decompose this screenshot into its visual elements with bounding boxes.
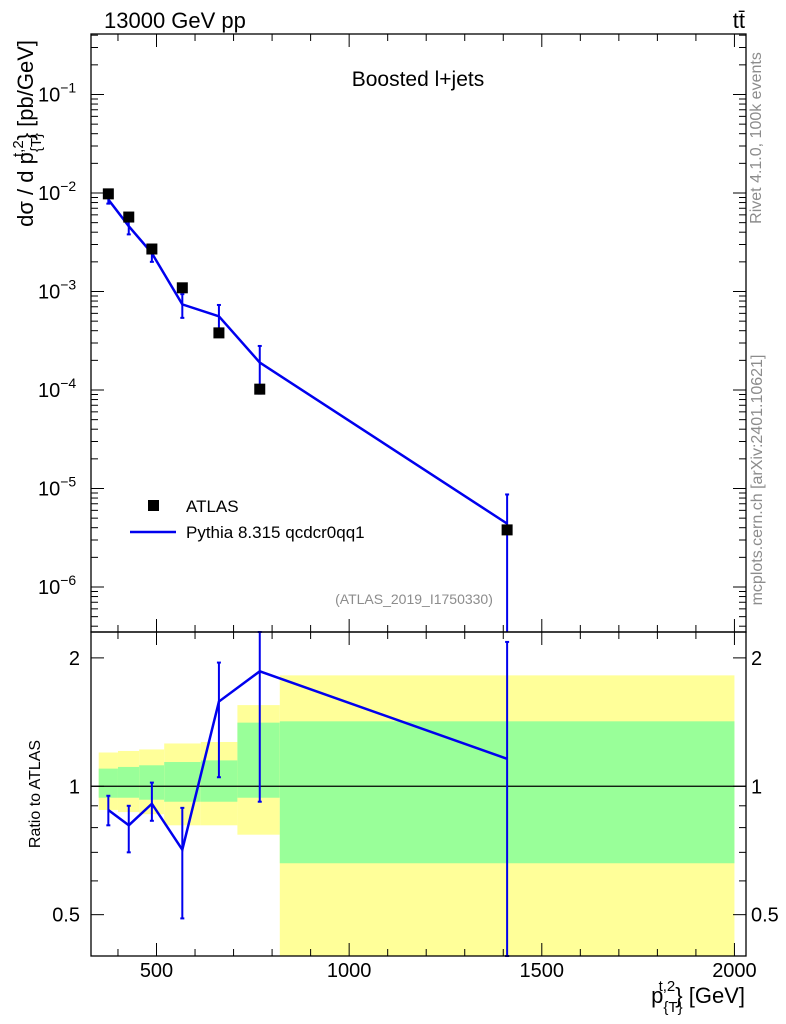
- x-tick-label: 1500: [520, 960, 565, 982]
- ratio-plot-frame: [90, 631, 747, 957]
- rivet-version-label: Rivet 4.1.0, 100k events: [748, 52, 765, 224]
- header-energy-label: 13000 GeV pp: [104, 8, 246, 33]
- x-axis-label: p{T}t,2} [GeV]: [651, 978, 745, 1016]
- legend: ATLAS Pythia 8.315 qcdcr0qq1: [130, 497, 365, 542]
- atlas-data-marker: [146, 243, 158, 255]
- main-y-tick-label: 10−1: [38, 80, 76, 107]
- ratio-inner-band: [98, 768, 118, 798]
- main-y-tick-label: 10−2: [38, 178, 76, 205]
- ratio-y-tick-label-right: 0.5: [751, 905, 779, 927]
- header-process-label: tt̄: [733, 8, 745, 33]
- ratio-y-axis-label: Ratio to ATLAS: [27, 740, 44, 848]
- ratio-plot-panel: 0.5 0.5 1 1 2 2 500 1000 1500 2000 Ratio to ATLAS…: [27, 631, 779, 1016]
- legend-atlas-marker: [148, 500, 159, 511]
- ratio-y-tick-label-right: 1: [751, 776, 762, 798]
- main-y-tick-label: 10−4: [38, 375, 76, 402]
- main-plot-frame: [90, 33, 747, 633]
- ratio-y-tick-label-right: 2: [751, 648, 762, 670]
- x-tick-label: 1000: [327, 960, 372, 982]
- atlas-data-marker: [254, 383, 266, 395]
- analysis-watermark: (ATLAS_2019_I1750330): [335, 591, 493, 607]
- pythia-prediction-line: [107, 198, 508, 525]
- main-plot-title: Boosted l+jets: [352, 68, 485, 91]
- mcplots-credit-label: mcplots.cern.ch [arXiv:2401.10621]: [749, 355, 766, 606]
- ratio-y-tick-label-left: 2: [69, 648, 80, 670]
- ratio-uncertainty-bands: [98, 675, 735, 956]
- main-y-tick-label: 10−5: [38, 474, 76, 501]
- main-y-tick-label: 10−6: [38, 572, 76, 599]
- legend-atlas-label: ATLAS: [186, 497, 239, 516]
- atlas-data-marker: [102, 188, 114, 200]
- ratio-tick-labels: 0.5 0.5 1 1 2 2 500 1000 1500 2000: [52, 648, 779, 982]
- ratio-inner-band: [237, 722, 280, 798]
- x-tick-label: 500: [140, 960, 173, 982]
- atlas-data-marker: [501, 524, 513, 536]
- main-y-tick-label: 10−3: [38, 277, 76, 304]
- ratio-axis-ticks: [91, 632, 746, 957]
- legend-pythia-label: Pythia 8.315 qcdcr0qq1: [186, 523, 365, 542]
- main-y-tick-labels: 10−1 10−2 10−3 10−4 10−5 10−6: [38, 80, 76, 600]
- ratio-y-tick-label-left: 1: [69, 776, 80, 798]
- x-tick-label: 2000: [712, 960, 757, 982]
- main-data-layer: [102, 188, 513, 632]
- main-axis-ticks: [91, 34, 746, 632]
- main-y-axis-label: dσ / d p{T}t,2} [pb/GeV]: [10, 40, 45, 227]
- atlas-data-marker: [176, 282, 188, 294]
- atlas-data-marker: [123, 211, 135, 223]
- main-plot-panel: 10−110−210−310−410−510−6 Boosted l+jets …: [10, 33, 747, 633]
- atlas-data-marker: [213, 327, 225, 339]
- ratio-inner-band: [117, 766, 140, 798]
- ratio-y-tick-label-left: 0.5: [52, 905, 80, 927]
